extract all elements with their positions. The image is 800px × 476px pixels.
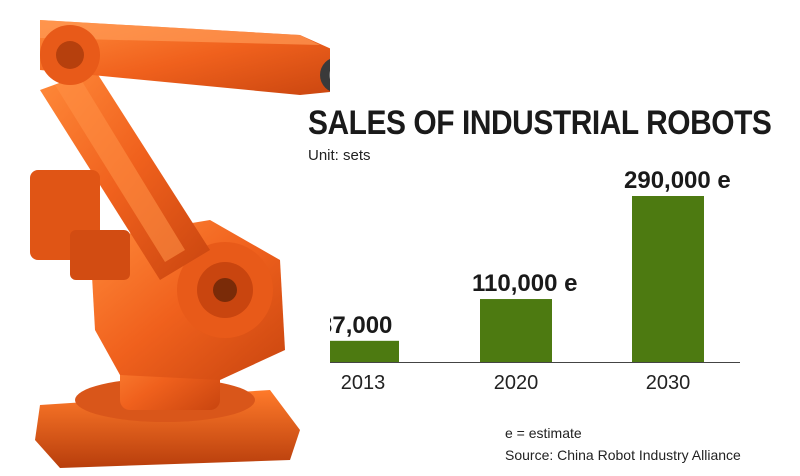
x-tick-2020: 2020 [494,372,539,394]
data-label-2013: 37,000 [330,312,392,339]
bar-chart: 37,000 2013 110,000 e 2020 290,000 e 2030 [330,167,740,394]
x-tick-2013: 2013 [341,372,386,394]
source-note: Source: China Robot Industry Alliance [505,447,741,463]
x-tick-2030: 2030 [646,372,691,394]
estimate-note: e = estimate [505,425,582,441]
industrial-robot-arm-icon [30,20,330,468]
chart-title: SALES OF INDUSTRIAL ROBOTS [308,104,772,142]
bar-2013 [330,340,399,362]
bar-2020 [480,299,552,362]
unit-label: Unit: sets [308,147,371,164]
data-label-2030: 290,000 e [624,167,731,194]
bar-2030 [632,196,704,362]
data-label-2020: 110,000 e [472,270,577,297]
